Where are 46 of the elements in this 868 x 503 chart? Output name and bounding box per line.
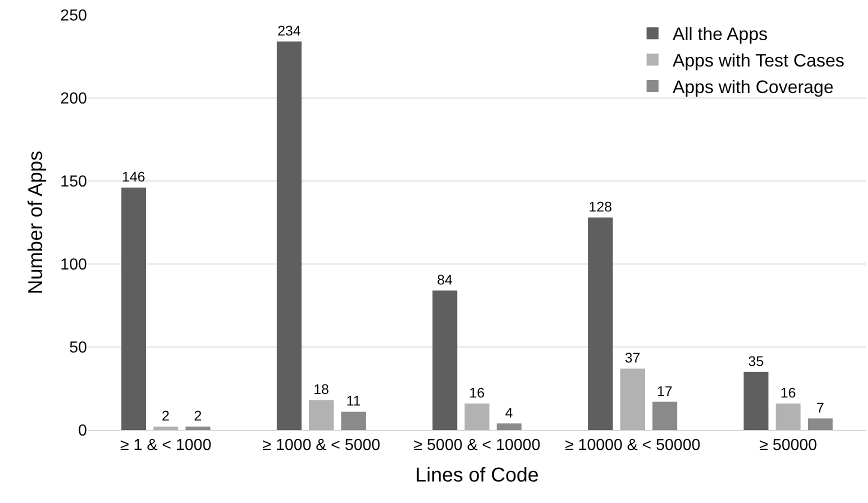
data-label: 16 bbox=[780, 384, 796, 400]
bar bbox=[276, 42, 302, 430]
bar bbox=[121, 188, 146, 430]
bar bbox=[153, 426, 178, 430]
bar bbox=[309, 400, 334, 430]
data-label: 7 bbox=[816, 399, 824, 416]
y-tick-label: 150 bbox=[60, 174, 88, 191]
data-label: 18 bbox=[314, 381, 330, 398]
bar bbox=[432, 290, 458, 430]
data-label: 128 bbox=[588, 198, 612, 215]
data-label: 2 bbox=[194, 408, 202, 424]
y-tick-label: 0 bbox=[78, 422, 88, 440]
bar bbox=[776, 403, 801, 430]
x-tick-label: ≥ 10000 & < 50000 bbox=[564, 437, 700, 454]
legend-label: All the Apps bbox=[672, 24, 768, 44]
x-tick-label: ≥ 1 & < 1000 bbox=[120, 437, 212, 454]
x-tick-label: ≥ 5000 & < 10000 bbox=[414, 437, 540, 454]
bar bbox=[464, 403, 490, 430]
bar bbox=[652, 402, 678, 430]
bar bbox=[496, 423, 522, 430]
data-label: 4 bbox=[505, 404, 514, 420]
x-tick-label: ≥ 50000 bbox=[759, 437, 818, 454]
y-tick-label: 250 bbox=[60, 8, 88, 25]
data-label: 16 bbox=[469, 384, 485, 400]
data-label: 146 bbox=[122, 168, 146, 185]
bar bbox=[808, 418, 833, 430]
x-tick-label: ≥ 1000 & < 5000 bbox=[262, 437, 380, 454]
data-label: 84 bbox=[436, 272, 453, 288]
bar bbox=[588, 218, 613, 430]
y-tick-label: 100 bbox=[60, 256, 88, 274]
y-axis-title: Number of Apps bbox=[24, 150, 47, 294]
legend-label: Apps with Test Cases bbox=[672, 50, 844, 71]
data-label: 2 bbox=[162, 408, 170, 424]
x-axis-title: Lines of Code bbox=[415, 464, 539, 487]
data-label: 37 bbox=[624, 350, 640, 366]
data-label: 234 bbox=[277, 22, 302, 39]
bar bbox=[744, 372, 768, 430]
data-label: 17 bbox=[656, 382, 673, 399]
data-label: 35 bbox=[748, 352, 764, 369]
bar bbox=[341, 412, 366, 430]
data-label: 11 bbox=[346, 392, 361, 409]
legend-label: Apps with Coverage bbox=[672, 77, 834, 98]
y-tick-label: 200 bbox=[60, 90, 88, 108]
bar bbox=[620, 368, 645, 430]
y-tick-label: 50 bbox=[69, 340, 88, 357]
bar bbox=[186, 426, 210, 430]
